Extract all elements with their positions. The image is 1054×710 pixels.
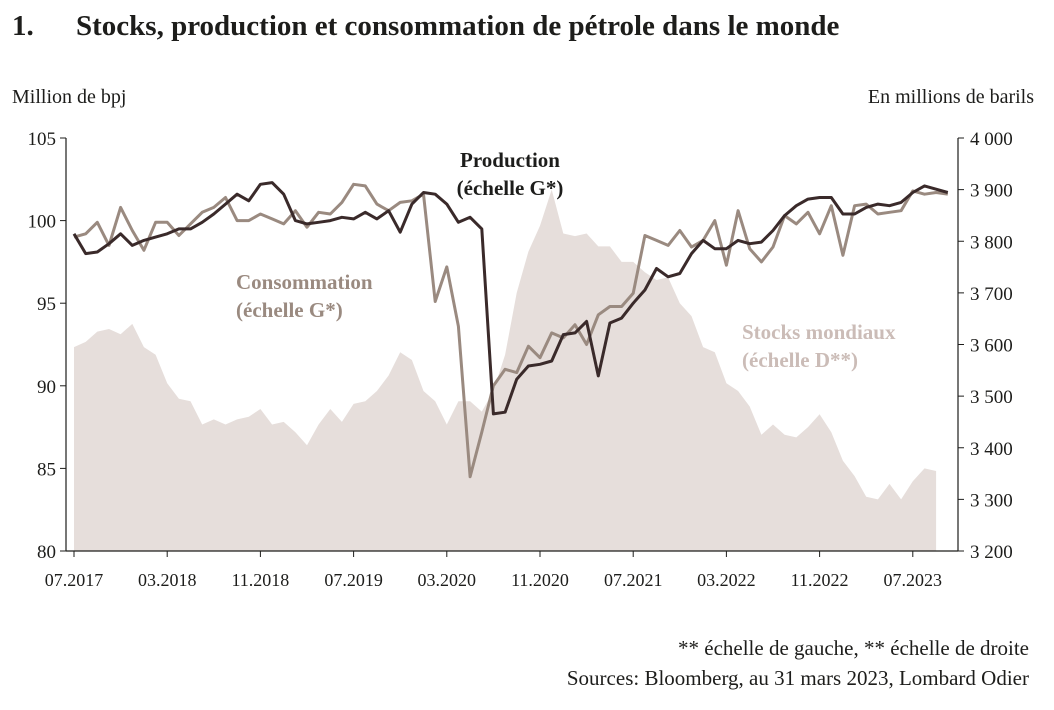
left-tick-label: 100: [28, 212, 57, 233]
sources: Sources: Bloomberg, au 31 mars 2023, Lom…: [566, 666, 1029, 690]
right-tick-label: 3 500: [970, 387, 1013, 408]
right-tick-label: 4 000: [970, 129, 1013, 150]
x-tick-label: 03.2020: [418, 570, 477, 590]
right-tick-label: 3 700: [970, 284, 1013, 305]
oil-chart: 80 85 90 95 100 105 3 200 3 300 3 400 3 500 3 600 3…: [28, 129, 1013, 590]
title-number: 1.: [12, 10, 34, 42]
left-tick-label: 80: [37, 542, 56, 563]
chart-title: 1. Stocks, production et consommation de …: [12, 10, 839, 43]
x-tick-label: 11.2020: [511, 570, 569, 590]
production-line: [72, 181, 949, 416]
x-tick-label: 07.2019: [324, 570, 383, 590]
title-text: Stocks, production et consommation de pé…: [76, 10, 840, 42]
footnote: ** échelle de gauche, ** échelle de droi…: [678, 636, 1029, 660]
right-tick-label: 3 800: [970, 232, 1013, 253]
production-label: Production: [460, 148, 560, 172]
x-tick-label: 03.2018: [138, 570, 197, 590]
right-tick-label: 3 300: [970, 490, 1013, 511]
x-tick-label: 03.2022: [697, 570, 756, 590]
x-tick-label: 07.2021: [604, 570, 663, 590]
stocks-label-scale: (échelle D**): [742, 348, 858, 372]
right-axis-unit: En millions de barils: [867, 86, 1034, 108]
x-tick-label: 11.2022: [791, 570, 849, 590]
production-label-scale: (échelle G*): [457, 176, 564, 200]
consumption-line: [73, 182, 949, 479]
stocks-label: Stocks mondiaux: [742, 320, 896, 344]
left-tick-label: 90: [37, 377, 56, 398]
left-axis-unit: Million de bpj: [12, 86, 127, 108]
x-tick-label: 11.2018: [231, 570, 289, 590]
right-tick-label: 3 400: [970, 439, 1013, 460]
consumption-label-scale: (échelle G*): [236, 298, 343, 322]
consumption-label: Consommation: [236, 270, 373, 294]
left-tick-label: 85: [37, 459, 56, 480]
left-tick-label: 95: [37, 294, 56, 315]
x-tick-label: 07.2023: [884, 570, 943, 590]
right-tick-label: 3 600: [970, 336, 1013, 357]
x-tick-label: 07.2017: [45, 570, 104, 590]
right-tick-label: 3 200: [970, 542, 1013, 563]
left-tick-label: 105: [28, 129, 57, 150]
right-tick-label: 3 900: [970, 181, 1013, 202]
